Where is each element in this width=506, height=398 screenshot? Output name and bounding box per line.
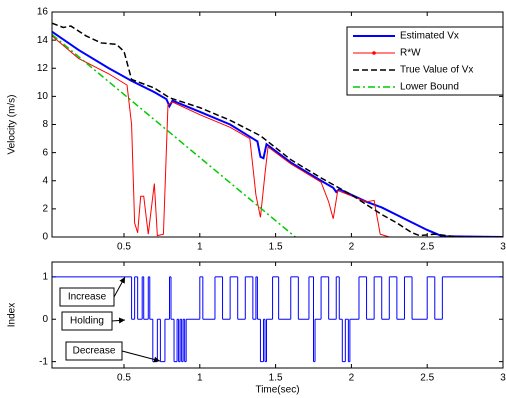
y-axis-label: Index [7,303,18,327]
y-tick-label: 12 [37,63,49,74]
x-axis-label: Time(sec) [255,385,299,396]
legend-marker [372,51,376,55]
x-tick-label: 0.5 [117,373,131,384]
legend-label: R*W [400,48,421,59]
x-tick-label: 1 [197,242,203,253]
annotation-arrow [113,276,126,298]
y-tick-label: 14 [37,35,49,46]
y-tick-label: 6 [42,147,48,158]
x-tick-label: 3 [500,242,506,253]
x-tick-label: 2 [349,373,355,384]
y-tick-label: 4 [42,175,48,186]
y-tick-label: 10 [37,91,49,102]
axes-frame [51,11,504,238]
series-line [52,35,503,237]
x-tick-label: 1.5 [269,242,283,253]
x-tick-label: 2.5 [420,242,434,253]
x-tick-label: 2.5 [420,373,434,384]
series-line [52,30,503,237]
y-tick-label: 16 [37,7,49,18]
y-tick-label: 1 [42,271,48,282]
legend-label: Estimated Vx [400,31,459,42]
y-tick-label: 8 [42,119,48,130]
y-tick-label: -1 [39,356,48,367]
y-tick-label: 0 [42,314,48,325]
annotation-arrow [111,317,126,324]
x-tick-label: 1.5 [269,373,283,384]
x-tick-label: 1 [197,373,203,384]
annotation-text: Increase [68,292,107,303]
x-tick-label: 2 [349,242,355,253]
axes-frame [51,261,504,369]
annotation-arrow [121,350,161,363]
plot-area [52,262,503,368]
series-line [52,22,503,237]
x-tick-label: 3 [500,373,506,384]
plot-lines [52,22,503,237]
y-tick-label: 0 [42,232,48,243]
plot-lines [52,276,503,363]
annotation-text: Holding [70,316,104,327]
y-axis-label: Velocity (m/s) [7,94,18,154]
legend-box [346,26,504,96]
annotation-text: Decrease [73,346,116,357]
y-tick-label: 2 [42,204,48,215]
legend-label: Lower Bound [400,82,459,93]
x-tick-label: 0.5 [117,242,131,253]
legend-label: True Value of Vx [400,65,473,76]
